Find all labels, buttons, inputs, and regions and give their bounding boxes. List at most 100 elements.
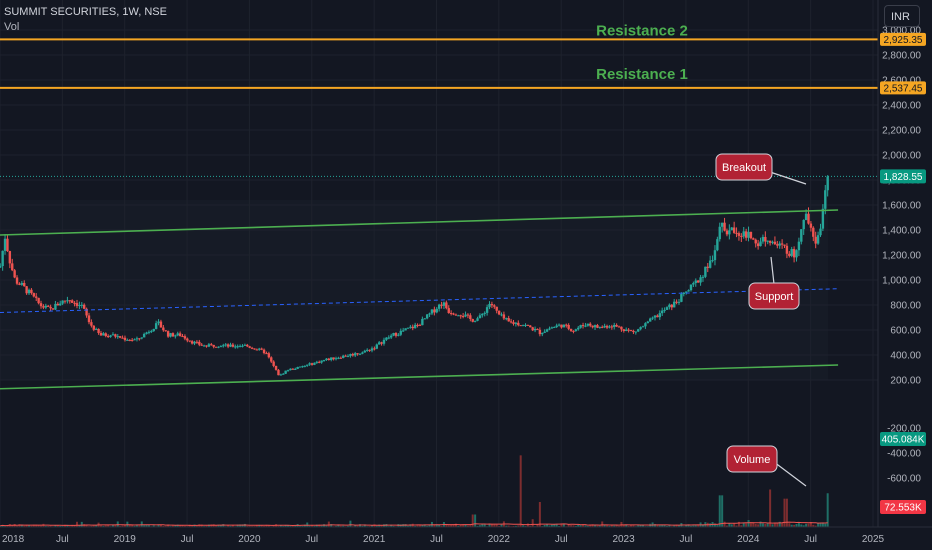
volume-bar bbox=[493, 524, 496, 527]
volume-bar bbox=[49, 525, 52, 527]
volume-bar bbox=[733, 523, 736, 527]
candle-body bbox=[728, 230, 731, 235]
volume-bar bbox=[802, 525, 805, 527]
candle-body bbox=[351, 354, 355, 356]
candle-body bbox=[51, 308, 55, 310]
volume-bar bbox=[92, 525, 95, 527]
time-tick-label: 2023 bbox=[612, 534, 635, 545]
candle-body bbox=[533, 328, 537, 331]
price-tick-label: 400.00 bbox=[890, 351, 921, 362]
candle-body bbox=[814, 236, 817, 244]
candle-body bbox=[202, 345, 206, 347]
volume-bar bbox=[28, 525, 31, 527]
candle-body bbox=[166, 331, 170, 337]
volume-bar bbox=[239, 524, 242, 527]
volume-bar bbox=[229, 525, 232, 527]
candle-body bbox=[332, 357, 335, 360]
candle-body bbox=[675, 301, 678, 303]
volume-bar bbox=[610, 524, 613, 527]
resistance-1-tag-text: 2,537.45 bbox=[884, 83, 923, 94]
candle-body bbox=[795, 250, 798, 258]
candle-body bbox=[730, 227, 733, 231]
time-tick-label: 2021 bbox=[363, 534, 386, 545]
volume-bar bbox=[716, 525, 719, 527]
volume-bar bbox=[603, 524, 606, 527]
price-tick-label: 600.00 bbox=[890, 326, 921, 337]
volume-bar bbox=[814, 525, 817, 527]
volume-bar bbox=[572, 525, 575, 527]
volume-bar bbox=[639, 525, 642, 527]
candle-body bbox=[174, 335, 177, 337]
volume-bar bbox=[179, 524, 182, 527]
candle-body bbox=[742, 231, 745, 237]
candle-body bbox=[1, 250, 4, 267]
candle-body bbox=[80, 304, 83, 306]
candle-body bbox=[253, 348, 256, 350]
candle-body bbox=[773, 241, 777, 245]
candle-body bbox=[150, 331, 153, 333]
candle-body bbox=[13, 270, 16, 278]
candle-body bbox=[812, 227, 815, 237]
candle-body bbox=[524, 324, 527, 326]
volume-bar bbox=[483, 524, 486, 527]
volume-bar bbox=[37, 525, 40, 527]
volume-bar bbox=[284, 524, 287, 527]
volume-bar bbox=[522, 525, 525, 527]
volume-ma-tag: 72.553K bbox=[880, 500, 926, 514]
volume-bar bbox=[47, 525, 50, 527]
volume-bar bbox=[766, 523, 769, 527]
candle-body bbox=[11, 263, 14, 271]
volume-bar bbox=[586, 525, 589, 527]
volume-bar bbox=[471, 514, 474, 527]
volume-axis[interactable]: -200.00 -400.00 -600.00 bbox=[887, 424, 921, 485]
candle-body bbox=[706, 266, 709, 268]
volume-bar bbox=[656, 524, 659, 527]
candle-body bbox=[560, 324, 563, 328]
volume-bar bbox=[653, 524, 656, 527]
candle-body bbox=[346, 355, 350, 357]
candle-body bbox=[339, 357, 343, 359]
price-axis[interactable]: 3,000.00 2,800.00 2,600.00 2,400.00 2,200.00… bbox=[877, 0, 921, 527]
volume-bar bbox=[677, 525, 680, 527]
volume-bar bbox=[673, 525, 676, 527]
volume-bar bbox=[104, 525, 107, 527]
volume-bar bbox=[759, 521, 762, 527]
candle-body bbox=[248, 346, 251, 348]
candle-body bbox=[718, 226, 721, 240]
volume-bar bbox=[642, 524, 645, 527]
time-axis[interactable]: 2018 Jul 2019 Jul 2020 Jul 2021 Jul 2022 Jul 2023 J… bbox=[0, 526, 932, 545]
candle-body bbox=[651, 317, 654, 319]
candle-body bbox=[689, 284, 693, 291]
volume-bar bbox=[6, 525, 9, 527]
volume-bar bbox=[263, 525, 266, 527]
breakout-callout[interactable]: Breakout bbox=[715, 153, 807, 185]
volume-bar bbox=[227, 524, 230, 527]
volume-bar bbox=[171, 525, 174, 527]
volume-bar bbox=[339, 525, 342, 527]
candle-body bbox=[653, 315, 657, 318]
time-tick-label: Jul bbox=[181, 534, 194, 545]
volume-bar bbox=[735, 525, 738, 527]
volume-bar bbox=[375, 525, 378, 527]
lower-channel-line bbox=[0, 364, 839, 390]
volume-bar bbox=[16, 525, 19, 527]
last-price-tag-text: 1,828.55 bbox=[884, 172, 923, 183]
volume-bar bbox=[56, 525, 59, 527]
volume-bar bbox=[404, 524, 407, 527]
candle-body bbox=[205, 345, 208, 347]
volume-bar bbox=[462, 524, 465, 527]
candle-body bbox=[27, 289, 31, 294]
candle-body bbox=[704, 266, 707, 277]
support-callout[interactable]: Support bbox=[748, 256, 800, 310]
volume-bar bbox=[414, 525, 417, 527]
currency-button[interactable]: INR bbox=[884, 5, 920, 27]
candle-body bbox=[246, 344, 249, 347]
volume-callout[interactable]: Volume bbox=[726, 445, 807, 487]
volume-bar bbox=[819, 522, 822, 527]
volume-bar bbox=[450, 524, 453, 527]
volume-bar bbox=[143, 525, 146, 527]
candle-body bbox=[294, 368, 297, 370]
candle-body bbox=[521, 325, 525, 327]
candle-body bbox=[315, 361, 319, 363]
